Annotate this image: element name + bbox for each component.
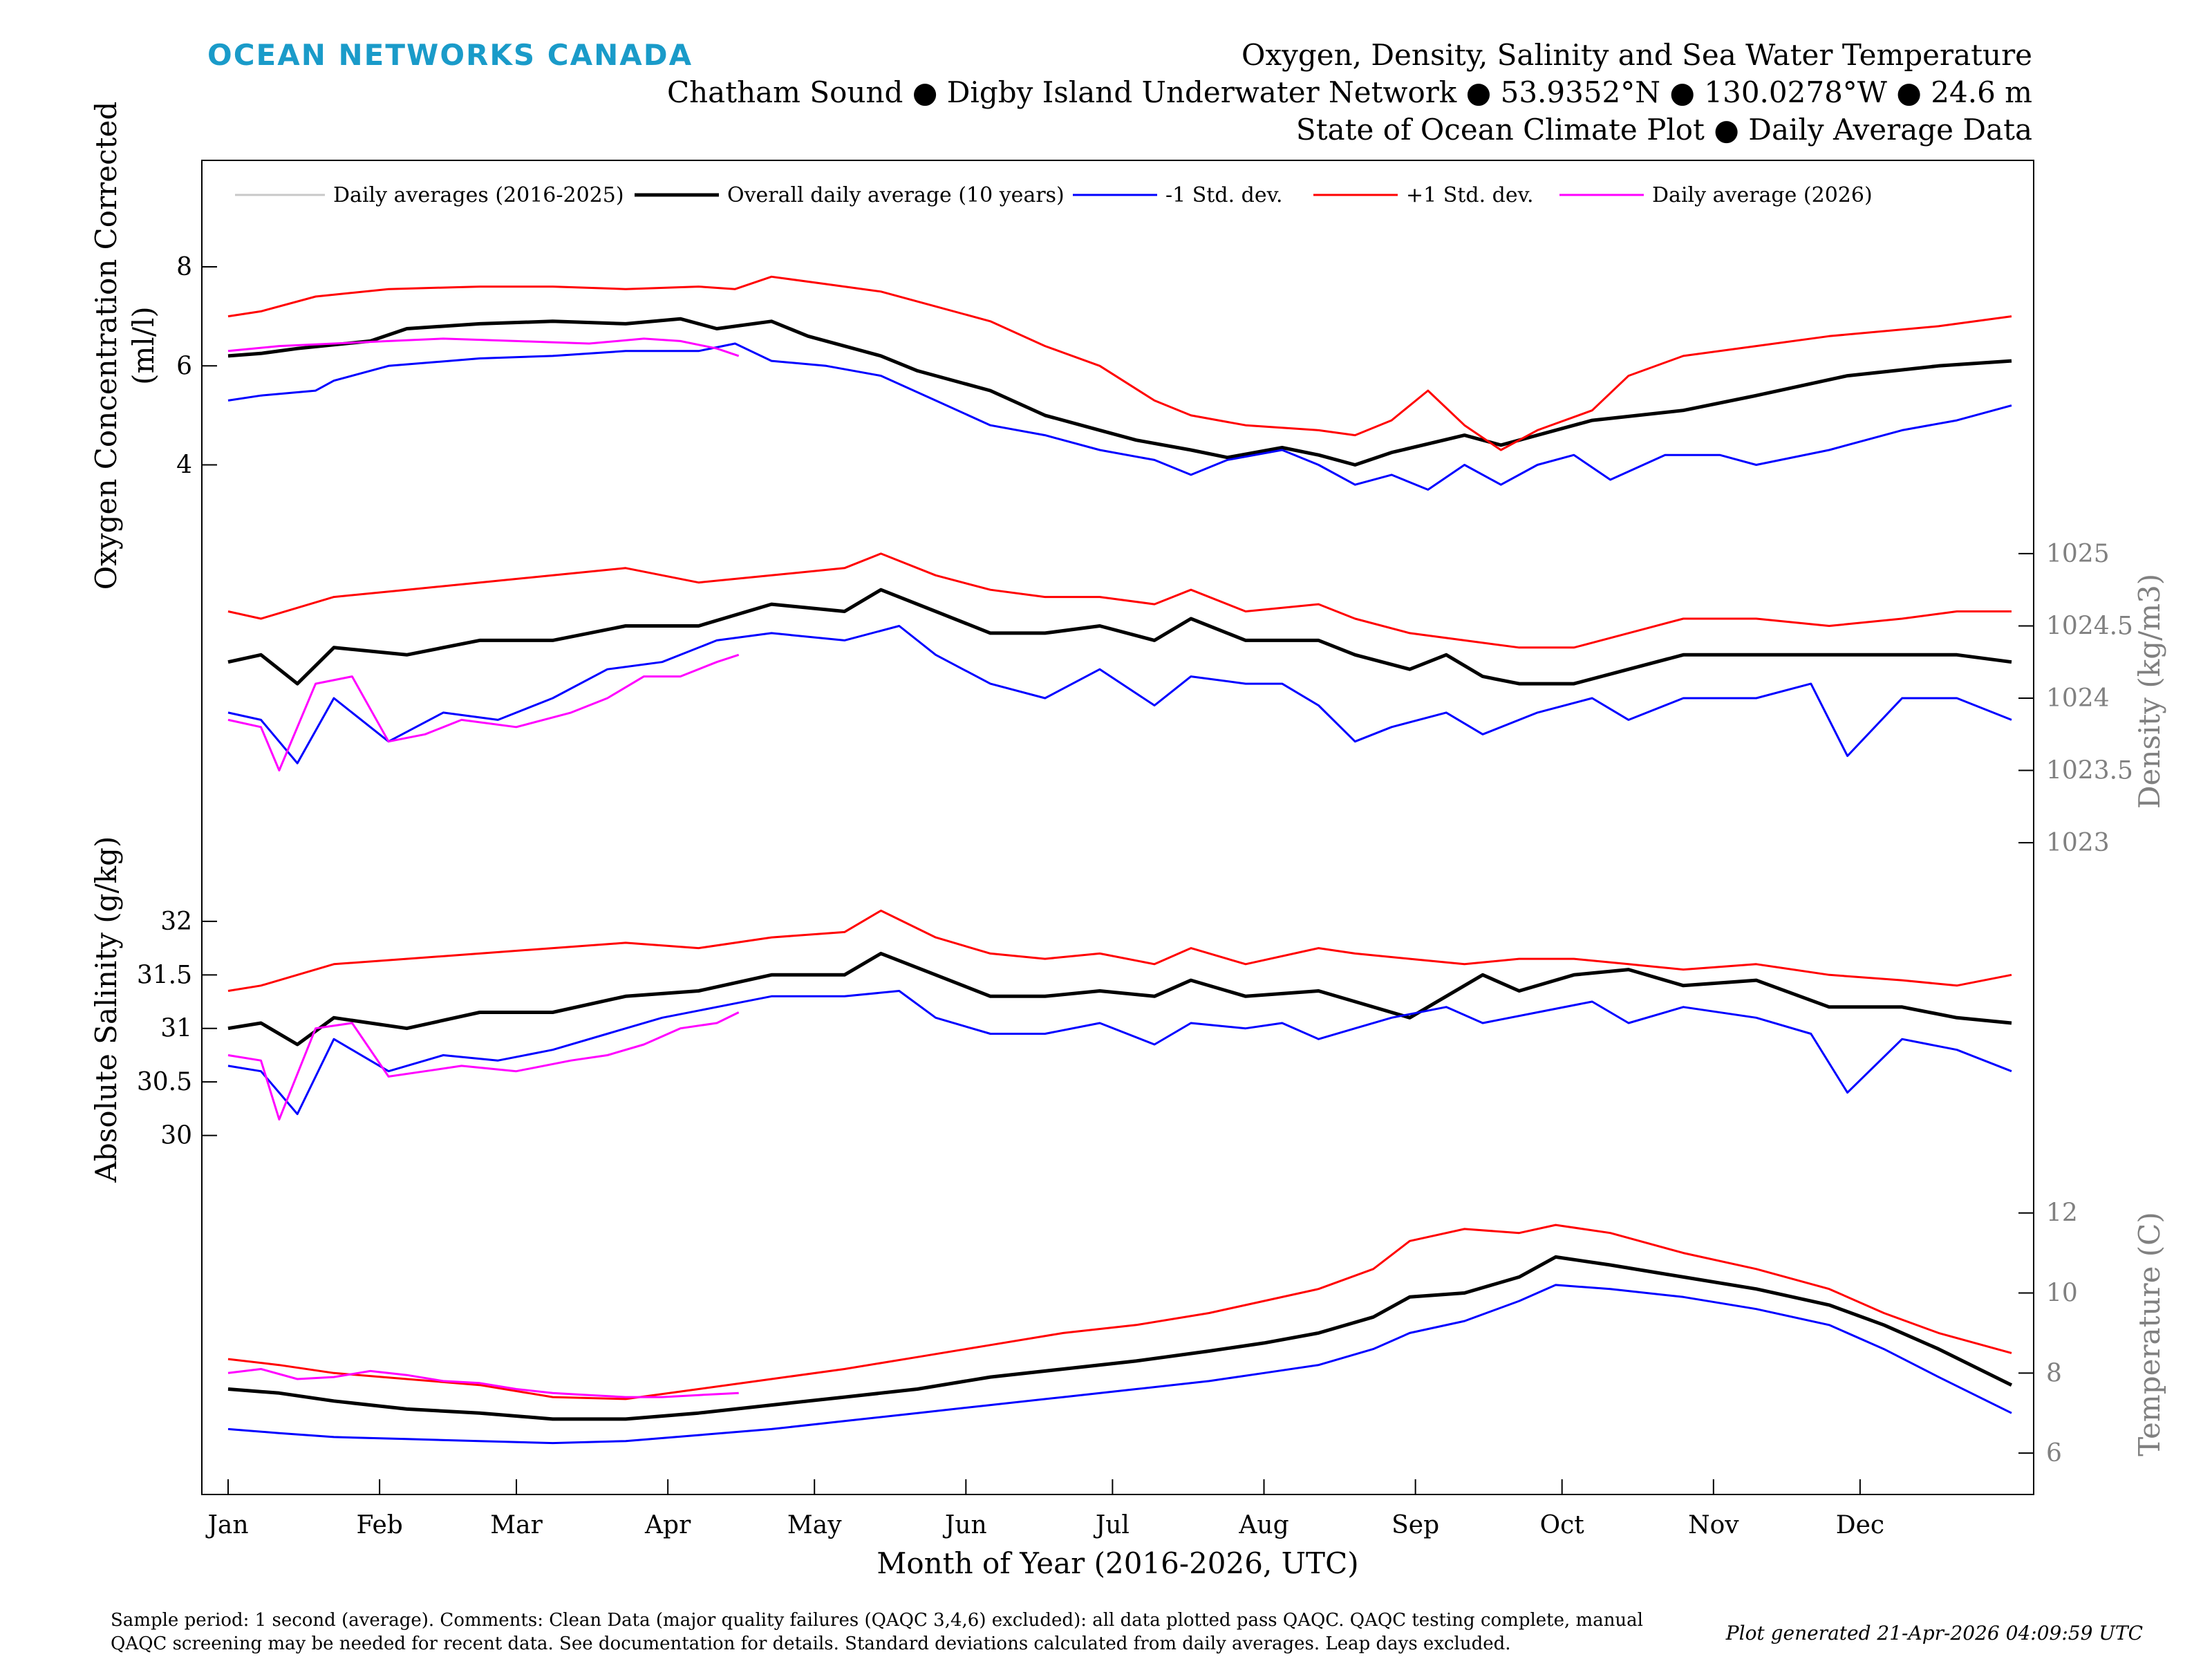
density-y-tick-label: 1024.5 bbox=[2046, 612, 2133, 640]
temperature-y-tick-label: 6 bbox=[2046, 1439, 2062, 1468]
footer-comment-line2: QAQC screening may be needed for recent … bbox=[111, 1633, 1511, 1654]
x-tick-label-sep: Sep bbox=[1391, 1511, 1439, 1539]
axes-layer: Jan Feb Mar Apr May Jun Jul Aug Sep Oct Nov Dec 4 6 8 1… bbox=[137, 253, 2133, 1539]
oxygen-y-tick-label: 4 bbox=[176, 451, 192, 480]
x-tick-label-jan: Jan bbox=[205, 1511, 248, 1539]
chart-subtitle-location: Chatham Sound ● Digby Island Underwater … bbox=[667, 75, 2032, 109]
oxygen-y-tick-label: 6 bbox=[176, 352, 192, 380]
oxygen-axis-unit: (ml/l) bbox=[126, 306, 160, 385]
plot-generated-timestamp: Plot generated 21-Apr-2026 04:09:59 UTC bbox=[1725, 1622, 2143, 1644]
temperature-series-overall-daily-average-10-years bbox=[227, 1255, 2013, 1421]
salinity-series--1-std-dev bbox=[227, 990, 2012, 1116]
brand-logo-text: OCEAN NETWORKS CANADA bbox=[207, 38, 693, 72]
salinity-y-tick-label: 30.5 bbox=[137, 1068, 192, 1096]
oxygen-series-overall-daily-average-10-years bbox=[227, 317, 2012, 467]
temperature-series--1-std-dev bbox=[227, 1224, 2012, 1400]
temperature-series--1-std-dev bbox=[227, 1284, 2012, 1445]
oxygen-series--1-std-dev bbox=[227, 342, 2012, 491]
oxygen-axis-label: Oxygen Concentration Corrected bbox=[89, 102, 123, 590]
chart-subtitle-plot-type: State of Ocean Climate Plot ● Daily Aver… bbox=[1296, 113, 2032, 147]
legend-label-plus-std: +1 Std. dev. bbox=[1406, 183, 1534, 207]
series-layer bbox=[227, 275, 2013, 1445]
density-series--1-std-dev bbox=[227, 625, 2012, 765]
x-tick-label-mar: Mar bbox=[490, 1511, 543, 1539]
x-tick-label-dec: Dec bbox=[1836, 1511, 1884, 1539]
x-tick-label-nov: Nov bbox=[1688, 1511, 1739, 1539]
salinity-series--1-std-dev bbox=[227, 909, 2012, 992]
x-tick-label-oct: Oct bbox=[1540, 1511, 1585, 1539]
salinity-y-tick-label: 32 bbox=[160, 908, 192, 936]
salinity-series-overall-daily-average-10-years bbox=[227, 951, 2012, 1047]
legend-label-daily-averages: Daily averages (2016-2025) bbox=[333, 183, 624, 207]
temperature-axis-label: Temperature (C) bbox=[2133, 1212, 2166, 1456]
footer-comment-line1: Sample period: 1 second (average). Comme… bbox=[111, 1610, 1643, 1631]
x-tick-label-jul: Jul bbox=[1093, 1511, 1130, 1539]
x-tick-label-feb: Feb bbox=[356, 1511, 402, 1539]
density-y-tick-label: 1024 bbox=[2046, 684, 2110, 713]
temperature-y-tick-label: 12 bbox=[2046, 1199, 2078, 1228]
density-axis-label: Density (kg/m3) bbox=[2133, 574, 2166, 809]
salinity-series-daily-average-2026 bbox=[227, 1011, 740, 1121]
density-series--1-std-dev bbox=[227, 552, 2012, 649]
temperature-y-tick-label: 10 bbox=[2046, 1280, 2078, 1308]
x-tick-label-aug: Aug bbox=[1238, 1511, 1288, 1539]
salinity-y-tick-label: 31 bbox=[160, 1015, 192, 1043]
plot-frame bbox=[201, 160, 2034, 1495]
legend-label-overall-average: Overall daily average (10 years) bbox=[727, 183, 1065, 207]
x-tick-label-jun: Jun bbox=[942, 1511, 987, 1539]
chart-title: Oxygen, Density, Salinity and Sea Water … bbox=[1241, 38, 2032, 72]
salinity-y-tick-label: 30 bbox=[160, 1122, 192, 1150]
oxygen-series-daily-average-2026 bbox=[227, 337, 740, 357]
temperature-y-tick-label: 8 bbox=[2046, 1359, 2062, 1387]
density-y-tick-label: 1023.5 bbox=[2046, 757, 2133, 785]
density-series-daily-average-2026 bbox=[227, 653, 740, 771]
legend-label-current-year: Daily average (2026) bbox=[1652, 183, 1873, 207]
legend: Daily averages (2016-2025) Overall daily… bbox=[235, 183, 1873, 207]
legend-label-minus-std: -1 Std. dev. bbox=[1165, 183, 1283, 207]
temperature-series-daily-average-2026 bbox=[227, 1368, 739, 1398]
x-tick-label-apr: Apr bbox=[644, 1511, 691, 1539]
density-y-tick-label: 1025 bbox=[2046, 540, 2110, 568]
x-tick-label-may: May bbox=[787, 1511, 842, 1539]
oxygen-y-tick-label: 8 bbox=[176, 253, 192, 281]
oxygen-series--1-std-dev bbox=[227, 275, 2012, 451]
density-series-overall-daily-average-10-years bbox=[227, 588, 2012, 686]
salinity-axis-label: Absolute Salinity (g/kg) bbox=[89, 836, 123, 1183]
salinity-y-tick-label: 31.5 bbox=[137, 961, 192, 989]
x-axis-label: Month of Year (2016-2026, UTC) bbox=[877, 1546, 1358, 1580]
density-y-tick-label: 1023 bbox=[2046, 829, 2110, 857]
